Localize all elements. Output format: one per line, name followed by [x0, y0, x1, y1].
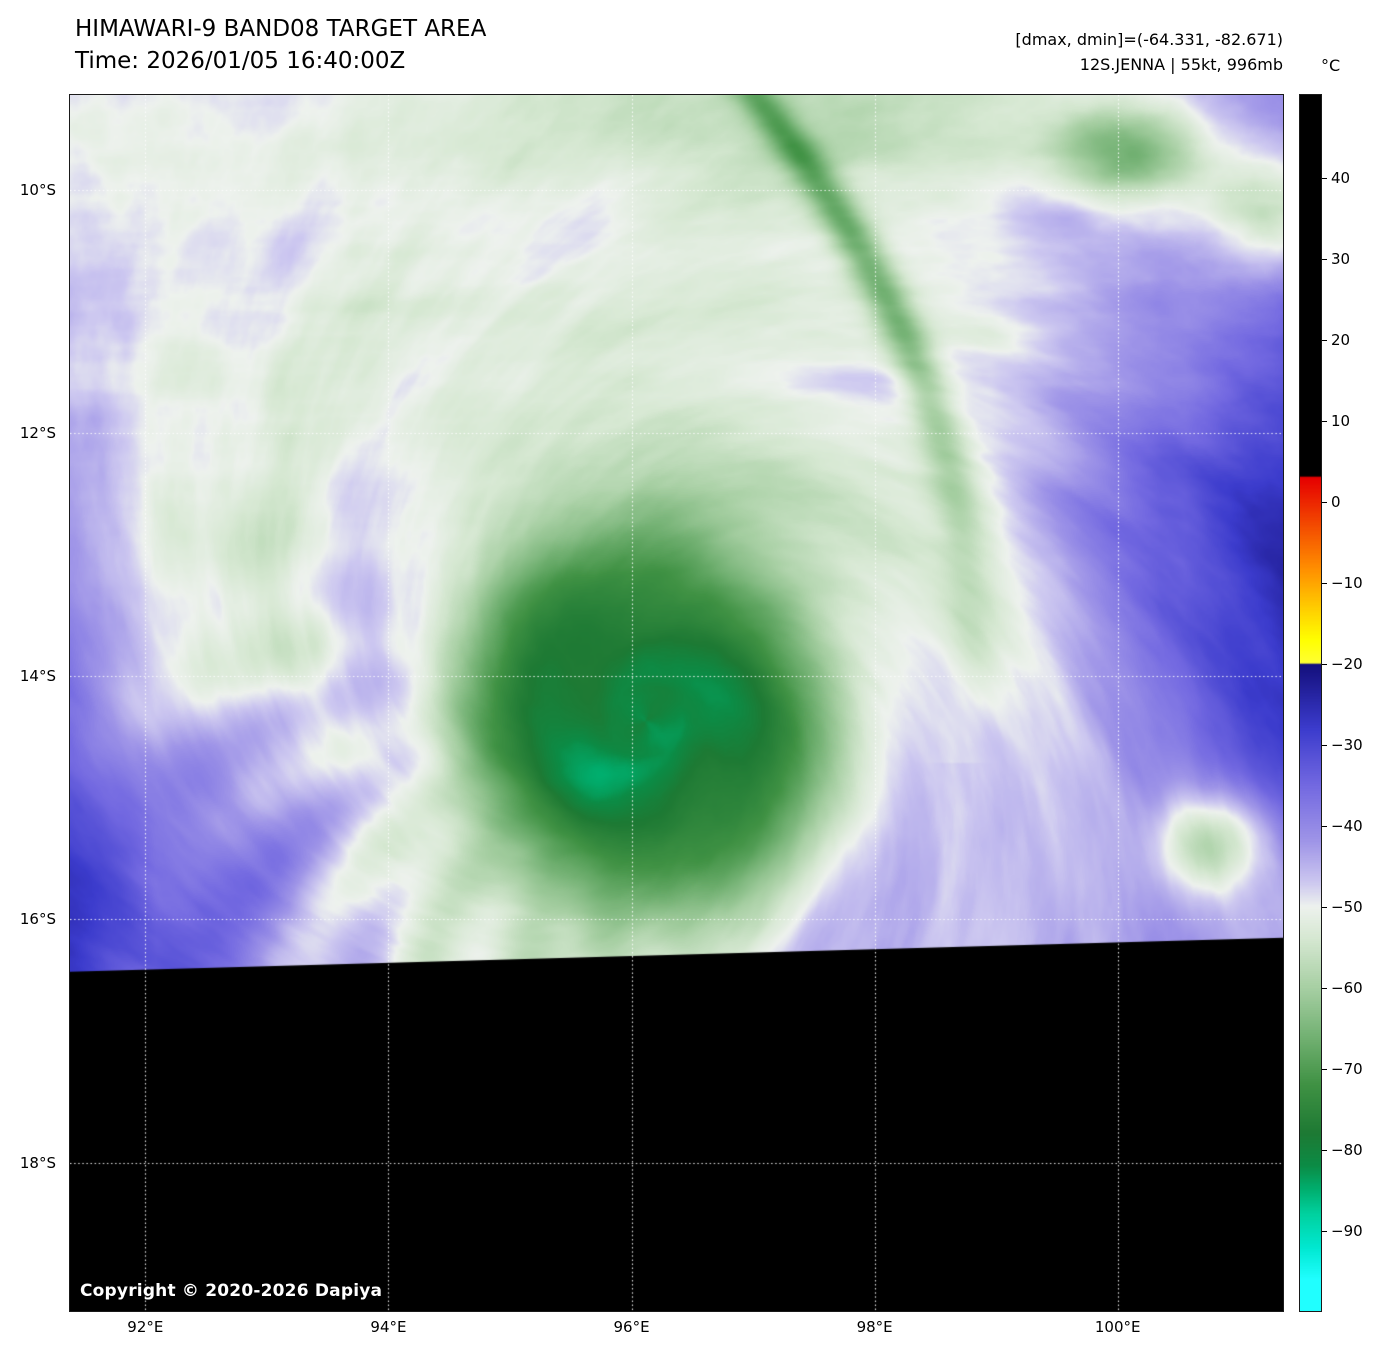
colorbar-tick-mark	[1322, 744, 1327, 746]
lon-tick-label: 100°E	[1094, 1318, 1141, 1336]
colorbar-tick-label: 0	[1331, 492, 1341, 511]
lon-tick-label: 96°E	[613, 1318, 650, 1336]
colorbar-tick-mark	[1322, 906, 1327, 908]
product-timestamp: Time: 2026/01/05 16:40:00Z	[75, 47, 406, 74]
colorbar-tick-mark	[1322, 582, 1327, 584]
colorbar-tick-mark	[1322, 177, 1327, 179]
storm-info: 12S.JENNA | 55kt, 996mb	[1079, 54, 1283, 74]
longitude-axis: 92°E 94°E 96°E 98°E 100°E	[70, 1318, 1283, 1342]
colorbar-canvas	[1300, 95, 1321, 1311]
lat-tick-label: 10°S	[19, 180, 56, 199]
colorbar-tick-label: −40	[1331, 816, 1363, 835]
colorbar-tick-label: −10	[1331, 573, 1363, 592]
colorbar-tick-label: 30	[1331, 249, 1351, 268]
satellite-canvas	[70, 95, 1283, 1311]
lat-tick-label: 14°S	[19, 667, 56, 686]
colorbar-tick-label: −80	[1331, 1140, 1363, 1159]
colorbar-tick-label: 40	[1331, 168, 1351, 187]
colorbar-tick-mark	[1322, 1068, 1327, 1070]
colorbar-tick-mark	[1322, 663, 1327, 665]
colorbar	[1299, 94, 1322, 1312]
colorbar-tick-label: −60	[1331, 978, 1363, 997]
colorbar-tick-mark	[1322, 987, 1327, 989]
lon-tick-label: 94°E	[370, 1318, 407, 1336]
colorbar-ticks: 40 30 20 10 0 −10 −20 −30 −40 −50 −60 −70 −80 −90	[1322, 95, 1388, 1311]
colorbar-unit-label: °C	[1321, 56, 1341, 75]
colorbar-tick-label: −90	[1331, 1221, 1363, 1240]
lat-tick-label: 18°S	[19, 1153, 56, 1172]
product-title: HIMAWARI-9 BAND08 TARGET AREA	[75, 16, 487, 42]
colorbar-tick-label: −70	[1331, 1059, 1363, 1078]
colorbar-tick-label: 10	[1331, 411, 1351, 430]
colorbar-tick-mark	[1322, 258, 1327, 260]
info-block: [dmax, dmin]=(-64.331, -82.671) 12S.JENN…	[1015, 28, 1283, 78]
lon-tick-label: 98°E	[856, 1318, 893, 1336]
colorbar-tick-label: −50	[1331, 897, 1363, 916]
colorbar-tick-mark	[1322, 825, 1327, 827]
colorbar-tick-label: −30	[1331, 735, 1363, 754]
colorbar-tick-mark	[1322, 1149, 1327, 1151]
colorbar-tick-mark	[1322, 339, 1327, 341]
colorbar-tick-mark	[1322, 501, 1327, 503]
copyright-label: Copyright © 2020-2026 Dapiya	[80, 1281, 383, 1301]
lat-tick-label: 16°S	[19, 910, 56, 929]
lon-tick-label: 92°E	[127, 1318, 164, 1336]
colorbar-tick-mark	[1322, 420, 1327, 422]
dmax-dmin-readout: [dmax, dmin]=(-64.331, -82.671)	[1015, 30, 1283, 49]
map-area: Copyright © 2020-2026 Dapiya	[69, 94, 1284, 1312]
colorbar-tick-label: −20	[1331, 654, 1363, 673]
colorbar-tick-label: 20	[1331, 330, 1351, 349]
latitude-axis: 10°S 12°S 14°S 16°S 18°S	[0, 95, 64, 1311]
title-block: HIMAWARI-9 BAND08 TARGET AREA Time: 2026…	[75, 14, 486, 77]
lat-tick-label: 12°S	[19, 424, 56, 443]
colorbar-tick-mark	[1322, 1230, 1327, 1232]
